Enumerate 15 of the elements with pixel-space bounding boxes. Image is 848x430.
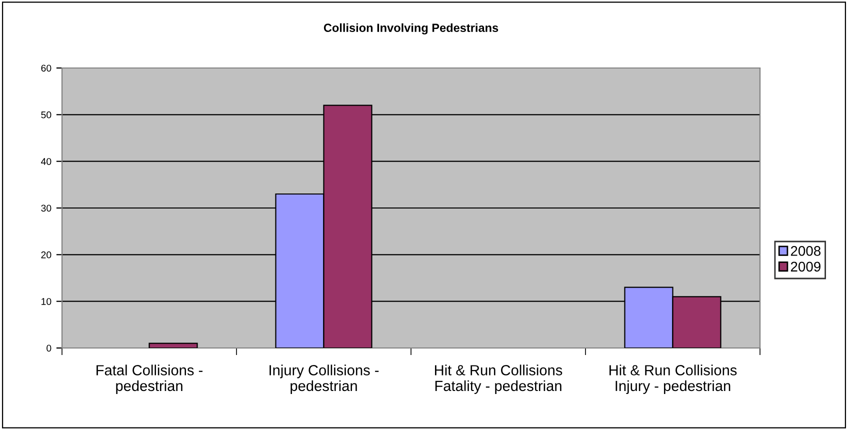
chart-title: Collision Involving Pedestrians [324, 23, 498, 34]
bar [148, 342, 198, 348]
y-tick-label: 0 [46, 344, 52, 352]
y-tick-label: 10 [42, 298, 52, 305]
x-tick-label: Fatal Collisions - pedestrian [96, 364, 202, 394]
legend-label: 2008 [790, 246, 821, 256]
y-tick-label: 40 [40, 158, 52, 165]
x-tick-label: Injury Collisions - pedestrian [270, 364, 379, 394]
x-tick-label: Hit & Run Collisions Fatality - pedestrian [435, 364, 562, 394]
y-tick-label: 30 [41, 204, 52, 212]
y-tick-label: 50 [41, 111, 52, 118]
y-tick-label: 60 [41, 64, 52, 72]
x-tick-label: Hit & Run Collisions Injury - pedestrian [610, 364, 737, 394]
legend-label: 2009 [790, 262, 820, 272]
y-tick-label: 20 [41, 251, 52, 258]
